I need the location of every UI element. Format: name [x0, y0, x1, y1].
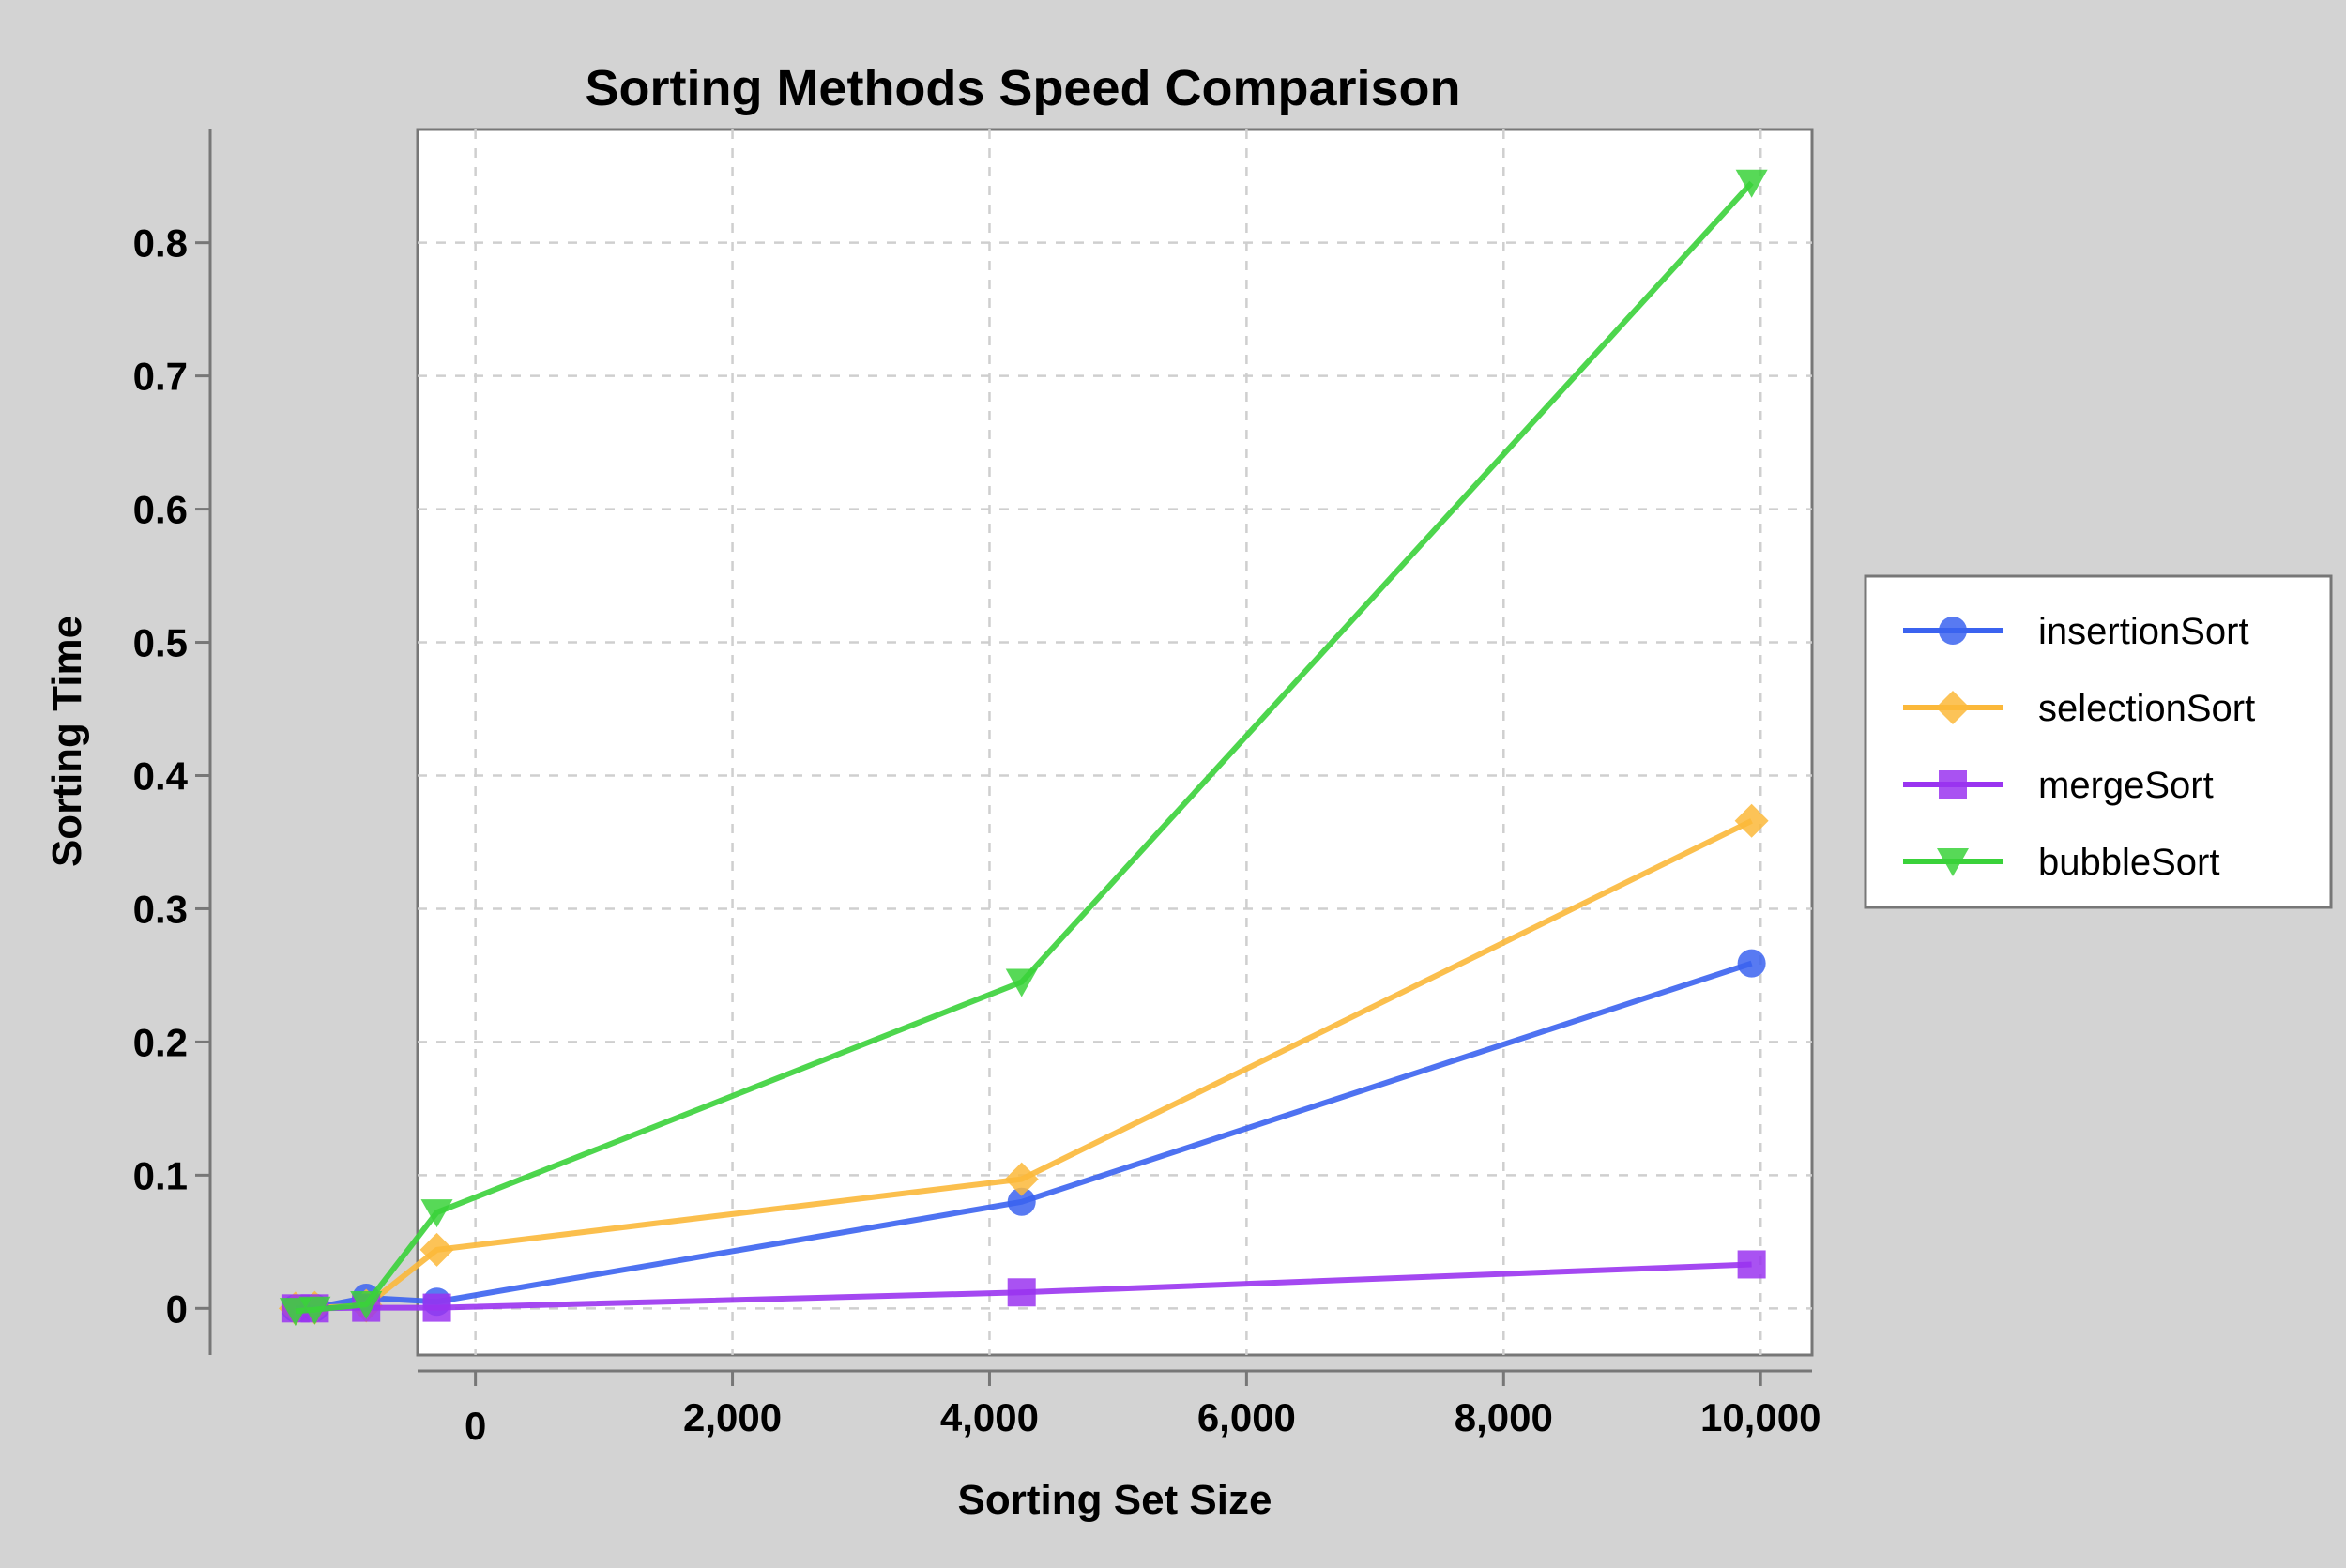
- series-bubbleSort: [279, 169, 1768, 1327]
- data-point: [279, 1298, 312, 1327]
- y-tick-label: 0.3: [133, 887, 188, 931]
- y-tick-label: 0.6: [133, 488, 188, 532]
- x-tick-label: 10,000: [1700, 1395, 1820, 1439]
- x-tick-label: 2,000: [683, 1395, 782, 1439]
- data-point: [420, 1199, 453, 1228]
- x-axis-ticks: 0 2,000 4,000 6,000 8,000 10,000: [465, 1371, 1820, 1448]
- legend-marker-icon: [1939, 770, 1967, 799]
- y-tick-label: 0.7: [133, 355, 188, 399]
- grid: [418, 129, 1812, 1355]
- legend-item-bubbleSort: bubbleSort: [1903, 842, 2219, 883]
- legend: insertionSort selectionSort mergeSort bubbl…: [1864, 574, 2333, 909]
- legend-marker-icon: [1936, 691, 1970, 724]
- data-point: [419, 1232, 454, 1267]
- chart-title: Sorting Methods Speed Comparison: [585, 60, 1460, 116]
- legend-marker-icon: [1937, 848, 1969, 876]
- legend-item-insertionSort: insertionSort: [1903, 611, 2249, 652]
- data-point: [1735, 169, 1768, 198]
- legend-label: selectionSort: [2038, 688, 2255, 729]
- y-axis-ticks: 0 0.1 0.2 0.3 0.4 0.5 0.6 0.7 0.8: [133, 221, 210, 1331]
- data-point: [350, 1291, 383, 1320]
- x-tick-label: 4,000: [940, 1395, 1039, 1439]
- y-tick-label: 0.5: [133, 621, 188, 665]
- data-point: [1007, 1187, 1036, 1216]
- x-tick-label: 8,000: [1455, 1395, 1553, 1439]
- plot-area: [416, 128, 1814, 1357]
- legend-label: insertionSort: [2038, 611, 2249, 652]
- legend-item-selectionSort: selectionSort: [1903, 688, 2255, 729]
- data-point: [422, 1293, 451, 1322]
- data-point: [1007, 1278, 1036, 1307]
- data-point: [1734, 803, 1769, 838]
- legend-marker-icon: [1939, 617, 1967, 645]
- y-tick-label: 0.8: [133, 221, 188, 266]
- y-tick-label: 0.2: [133, 1020, 188, 1064]
- y-tick-label: 0: [166, 1286, 188, 1331]
- x-tick-label: 6,000: [1197, 1395, 1296, 1439]
- data-point: [1737, 949, 1766, 978]
- data-point: [1004, 1162, 1039, 1196]
- x-tick-label: 0: [465, 1404, 486, 1448]
- data-point: [1005, 968, 1038, 997]
- data-point: [298, 1296, 331, 1325]
- legend-label: bubbleSort: [2038, 842, 2219, 883]
- y-axis-label: Sorting Time: [44, 616, 90, 867]
- series-layer: [278, 169, 1769, 1327]
- legend-label: mergeSort: [2038, 765, 2214, 806]
- y-tick-label: 0.1: [133, 1153, 188, 1197]
- data-point: [1737, 1250, 1766, 1279]
- legend-item-mergeSort: mergeSort: [1903, 765, 2214, 806]
- x-axis-label: Sorting Set Size: [958, 1477, 1272, 1523]
- y-tick-label: 0.4: [133, 754, 189, 798]
